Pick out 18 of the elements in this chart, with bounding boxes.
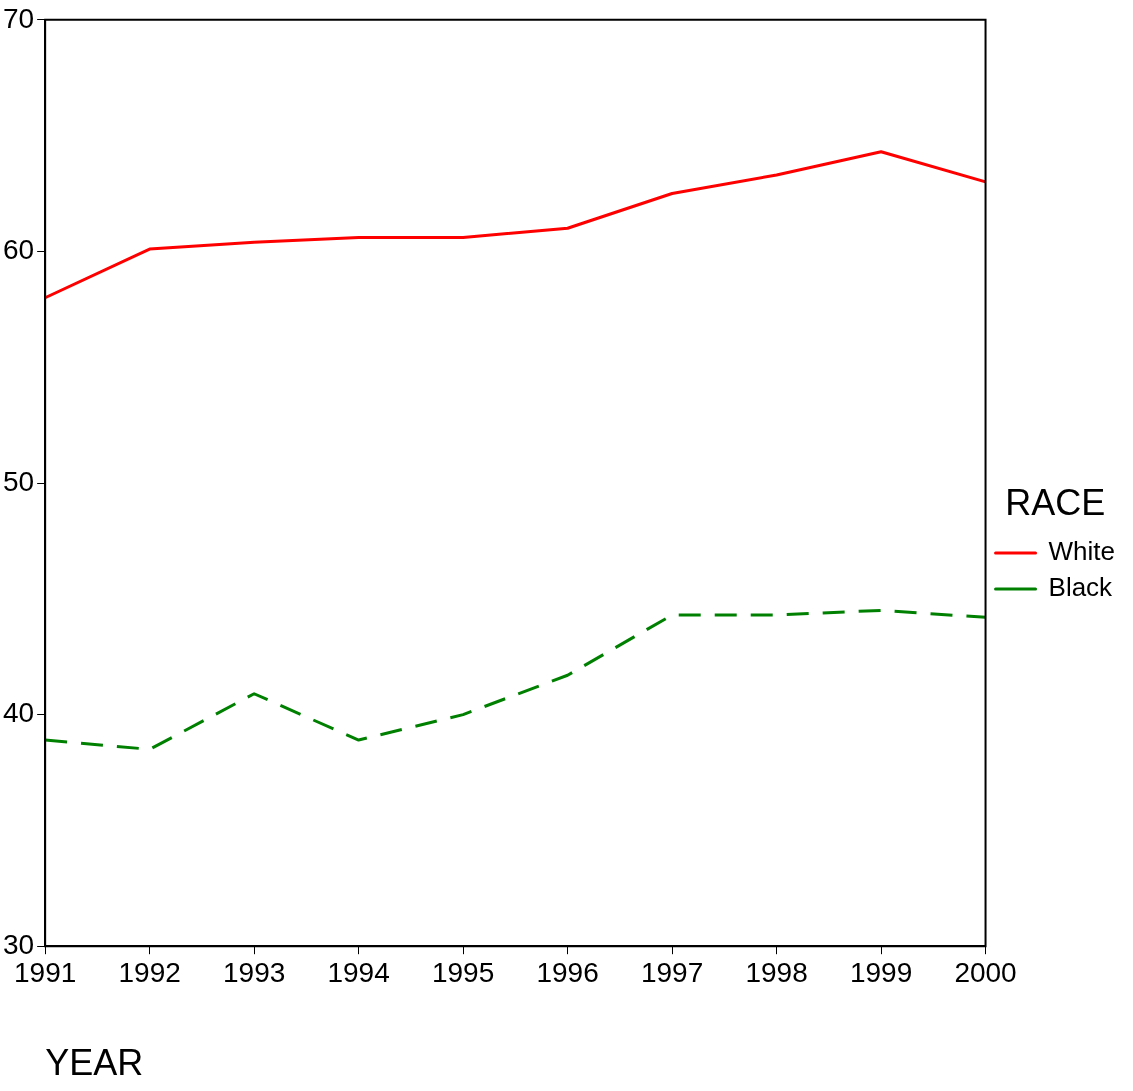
x-tick-label: 2000 — [954, 956, 1017, 988]
x-tick-label: 1995 — [431, 956, 495, 988]
x-tick-label: 1996 — [536, 956, 599, 988]
legend-label: White — [1048, 536, 1116, 567]
x-tick-label: 1994 — [327, 956, 390, 988]
x-tick-label: 1999 — [849, 956, 913, 988]
x-tick-label: 1993 — [222, 956, 286, 988]
x-tick-label: 1998 — [745, 956, 808, 988]
legend-title: RACE — [1005, 481, 1106, 523]
x-axis-title: YEAR — [45, 1042, 144, 1084]
x-tick-label: 1997 — [640, 956, 704, 988]
y-tick-label: 60 — [2, 234, 35, 266]
y-tick-label: 50 — [2, 465, 35, 497]
x-tick-label: 1992 — [118, 956, 181, 988]
legend-label: Black — [1048, 572, 1114, 603]
y-tick-label: 70 — [2, 2, 35, 34]
y-tick-label: 40 — [2, 697, 35, 729]
line-series — [45, 608, 986, 751]
